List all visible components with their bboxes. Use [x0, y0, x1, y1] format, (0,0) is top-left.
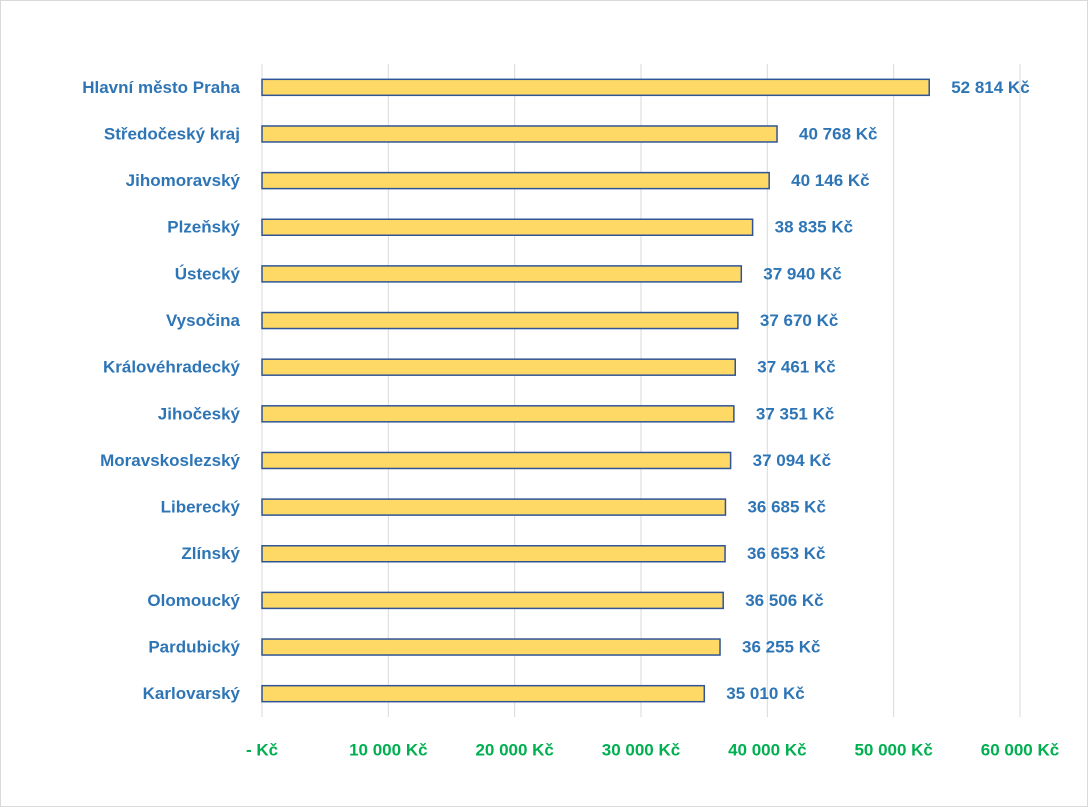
y-tick-label: Hlavní město Praha [82, 78, 240, 97]
y-tick-label: Středočeský kraj [104, 124, 240, 143]
y-tick-label: Vysočina [166, 311, 241, 330]
x-tick-label: 60 000 Kč [981, 740, 1059, 759]
y-tick-label: Pardubický [148, 638, 240, 657]
bar [261, 451, 732, 470]
x-tick-label: 40 000 Kč [728, 740, 806, 759]
value-label: 36 685 Kč [747, 498, 825, 517]
y-tick-label: Ústecký [175, 264, 241, 283]
y-tick-label: Jihomoravský [126, 171, 241, 190]
bar [261, 171, 770, 190]
x-tick-label: 30 000 Kč [602, 740, 680, 759]
y-tick-label: Plzeňský [167, 218, 240, 237]
value-label: 40 146 Kč [791, 171, 869, 190]
bar [261, 358, 737, 376]
value-label: 37 351 Kč [756, 404, 834, 423]
y-tick-label: Zlínský [181, 544, 240, 563]
bar [261, 405, 735, 423]
y-tick-label: Moravskoslezský [100, 451, 240, 470]
value-label: 36 255 Kč [742, 638, 820, 657]
bar [261, 125, 778, 143]
value-label: 37 670 Kč [760, 311, 838, 330]
bar [261, 78, 930, 97]
y-tick-label: Jihočeský [158, 404, 241, 423]
x-tick-label: 50 000 Kč [854, 740, 932, 759]
value-label: 37 461 Kč [757, 358, 835, 377]
value-label: 36 506 Kč [745, 591, 823, 610]
x-tick-label: 10 000 Kč [349, 740, 427, 759]
x-tick-label: - Kč [246, 740, 278, 759]
value-label: 37 940 Kč [763, 264, 841, 283]
bar [261, 311, 739, 330]
bar [261, 545, 726, 563]
bar [261, 498, 727, 516]
y-tick-label: Karlovarský [143, 684, 241, 703]
bar [261, 218, 754, 236]
value-label: 35 010 Kč [726, 684, 804, 703]
y-tick-label: Liberecký [161, 498, 241, 517]
bar [261, 684, 706, 703]
y-tick-label: Olomoucký [147, 591, 240, 610]
value-label: 37 094 Kč [753, 451, 831, 470]
value-label: 52 814 Kč [951, 78, 1029, 97]
x-tick-label: 20 000 Kč [475, 740, 553, 759]
bar [261, 591, 724, 610]
bar [261, 638, 721, 656]
value-label: 38 835 Kč [775, 218, 853, 237]
value-label: 40 768 Kč [799, 124, 877, 143]
value-label: 36 653 Kč [747, 544, 825, 563]
y-tick-label: Královéhradecký [103, 358, 241, 377]
bar [261, 265, 743, 283]
